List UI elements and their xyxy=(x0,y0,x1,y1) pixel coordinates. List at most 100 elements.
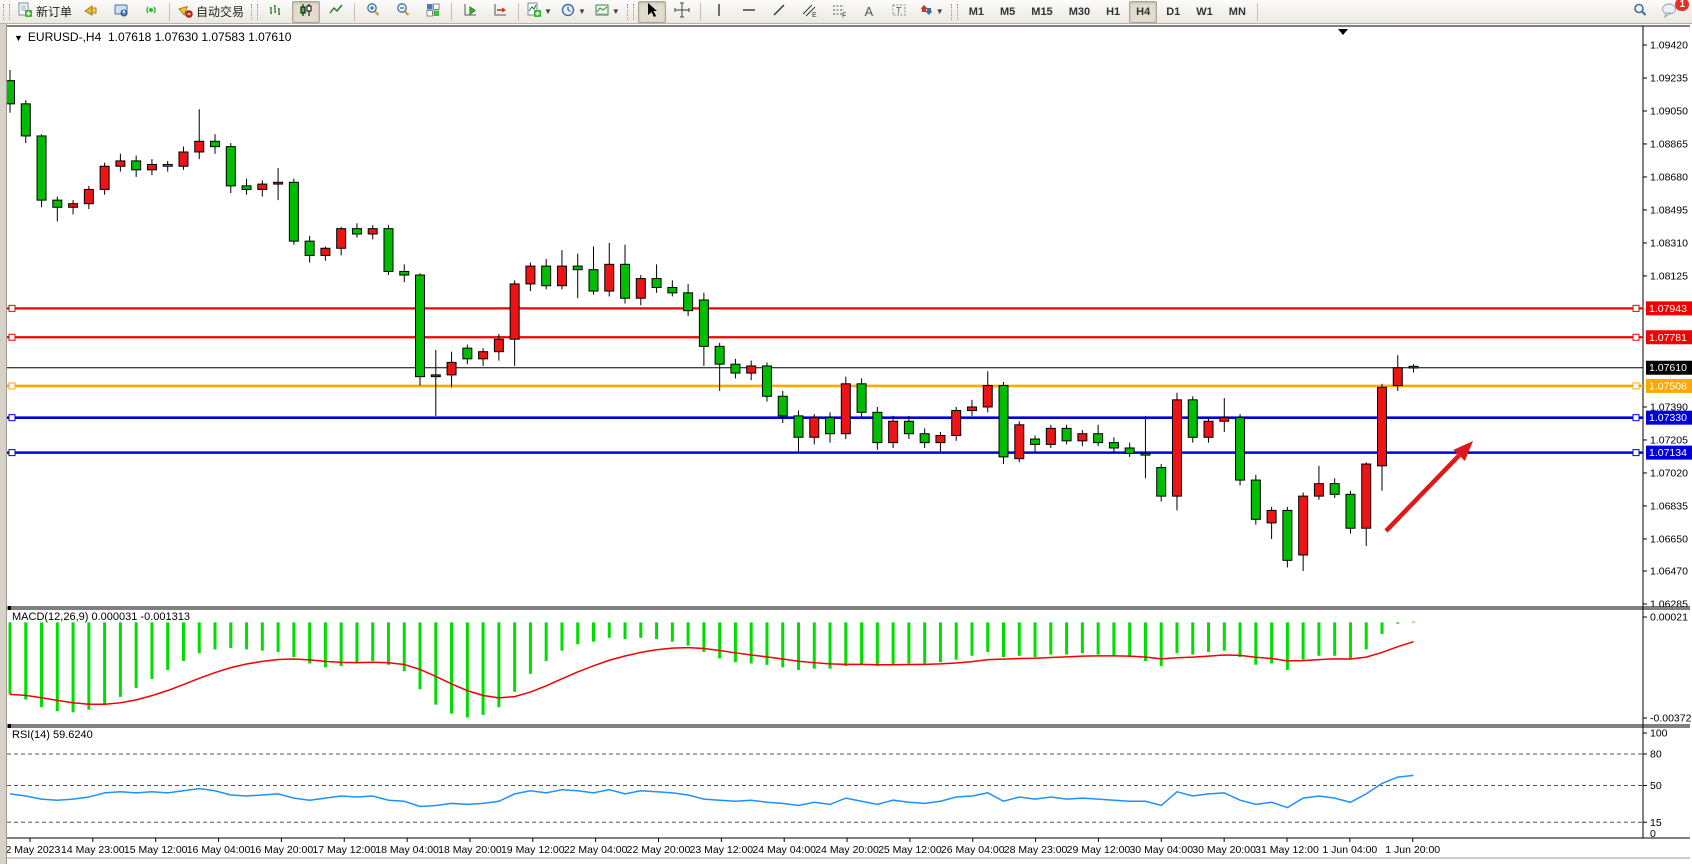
zoom-in-button[interactable] xyxy=(359,1,387,23)
trendline-tool-button[interactable] xyxy=(765,1,793,23)
crosshair-tool-button[interactable] xyxy=(668,1,696,23)
bull-candle xyxy=(146,163,157,171)
auto-trading-label: 自动交易 xyxy=(196,5,245,19)
metaeditor-icon xyxy=(113,2,129,21)
chart-title-symbol: EURUSD-,H4 xyxy=(27,30,102,44)
time-tick-label: 24 May 20:00 xyxy=(815,844,879,856)
toolbar-grip[interactable] xyxy=(950,3,958,20)
tile-windows-button[interactable] xyxy=(419,1,447,23)
bear-candle xyxy=(1235,417,1246,481)
timeframe-button-m5[interactable]: M5 xyxy=(1000,5,1016,18)
annotation-arrow[interactable] xyxy=(1384,453,1461,533)
text-tool-button[interactable]: A xyxy=(855,1,883,23)
timeframe-button-m30[interactable]: M30 xyxy=(1068,5,1091,18)
support-line-1-handle[interactable] xyxy=(8,414,16,422)
zoom-out-button[interactable] xyxy=(389,1,417,23)
support-line-2-handle[interactable] xyxy=(8,449,16,457)
macd-signal-line xyxy=(9,640,1414,706)
bear-candle xyxy=(872,411,883,444)
chart-dropdown-icon[interactable]: ▼ xyxy=(14,33,23,43)
alerts-button[interactable] xyxy=(77,1,105,23)
auto-scroll-button[interactable] xyxy=(456,1,484,23)
cursor-tool-button[interactable] xyxy=(637,0,666,23)
support-line-2-handle[interactable] xyxy=(1632,449,1640,457)
bear-candle xyxy=(903,420,914,435)
price-badge xyxy=(1646,330,1692,345)
separator-grip[interactable] xyxy=(8,724,11,728)
horizontal-line-tool-button[interactable] xyxy=(735,1,763,23)
metaeditor-button[interactable] xyxy=(107,1,135,23)
pivot-line-handle[interactable] xyxy=(1632,382,1640,390)
bear-candle xyxy=(131,160,142,171)
timeframe-button-h4[interactable]: H4 xyxy=(1129,0,1158,23)
bar-chart-type-button[interactable] xyxy=(262,1,290,23)
timeframe-button-mn[interactable]: MN xyxy=(1228,5,1246,18)
dropdown-caret-icon: ▼ xyxy=(577,7,586,16)
bull-candle xyxy=(178,151,189,167)
arrows-tool-button[interactable]: ▼ xyxy=(915,1,947,23)
chart-shift-button[interactable] xyxy=(486,1,514,23)
bear-candle xyxy=(1282,509,1293,561)
bear-candle xyxy=(241,185,252,190)
timeframe-button-d1[interactable]: D1 xyxy=(1166,5,1181,18)
timeframe-button-m15[interactable]: M15 xyxy=(1031,5,1053,18)
candlestick-chart-type-button[interactable] xyxy=(292,0,321,23)
timeframe-button-w1[interactable]: W1 xyxy=(1196,5,1213,18)
resistance-line-2-handle[interactable] xyxy=(8,333,16,341)
vertical-line-tool-button[interactable] xyxy=(705,1,733,23)
annotation-arrow-head[interactable] xyxy=(1453,441,1473,461)
time-axis: 12 May 2023 14 May 23:00 15 May 12:00 16 Ma… xyxy=(0,838,1440,856)
toolbar-grip[interactable] xyxy=(3,3,10,20)
bear-candle xyxy=(210,140,221,148)
rsi-axis-label: 80 xyxy=(1650,749,1662,761)
timeframe-button-m1[interactable]: M1 xyxy=(968,5,984,18)
fibonacci-icon: F xyxy=(831,2,847,21)
new-order-button[interactable]: 新订单 xyxy=(14,1,75,23)
bear-candle xyxy=(825,417,836,435)
bull-candle xyxy=(99,165,110,190)
separator-grip[interactable] xyxy=(8,606,11,610)
signal-button[interactable] xyxy=(137,1,165,23)
price-badge xyxy=(1646,378,1692,393)
resistance-line-1-handle[interactable] xyxy=(1632,304,1640,312)
price-tick-label: 1.08865 xyxy=(1650,138,1688,150)
arrows-icon xyxy=(918,2,934,21)
toolbar-separator xyxy=(699,2,701,21)
label-tool-button[interactable]: T xyxy=(885,1,913,23)
pivot-line-handle[interactable] xyxy=(8,382,16,390)
toolbar-grip[interactable] xyxy=(251,3,259,20)
new-order-label: 新订单 xyxy=(36,5,73,19)
bear-candle xyxy=(1187,399,1198,438)
level-lines[interactable] xyxy=(7,304,1643,457)
support-line-1-handle[interactable] xyxy=(1632,414,1640,422)
resistance-line-1-handle[interactable] xyxy=(8,304,16,312)
toolbar-grip[interactable] xyxy=(626,3,634,20)
resistance-line-2-handle[interactable] xyxy=(1632,333,1640,341)
indicators-button[interactable]: ▼ xyxy=(523,1,555,23)
rsi-axis-label: 15 xyxy=(1650,817,1662,829)
price-tick-label: 1.07020 xyxy=(1650,467,1688,479)
timeframe-group: M1 M5 M15 M30 H1 H4 D1 W1 MN xyxy=(961,0,1254,23)
channel-tool-button[interactable]: E xyxy=(795,1,823,23)
templates-button[interactable]: ▼ xyxy=(591,1,623,23)
notifications-button[interactable]: 1 xyxy=(1656,0,1689,23)
bear-candle xyxy=(162,163,173,167)
bear-candle xyxy=(541,265,552,287)
timeframe-button-h1[interactable]: H1 xyxy=(1106,5,1121,18)
line-chart-type-button[interactable] xyxy=(322,1,350,23)
periods-button[interactable]: ▼ xyxy=(557,1,589,23)
bear-candle xyxy=(1140,452,1151,456)
bear-candle xyxy=(399,270,410,276)
svg-text:T: T xyxy=(896,6,902,16)
bull-candle xyxy=(478,351,489,360)
fibonacci-tool-button[interactable]: F xyxy=(825,1,853,23)
bull-candle xyxy=(273,181,284,185)
price-tick-label: 1.08310 xyxy=(1650,237,1688,249)
auto-trading-button[interactable]: 自动交易 xyxy=(174,1,247,23)
price-tick-label: 1.08680 xyxy=(1650,171,1688,183)
time-tick-label: 14 May 23:00 xyxy=(61,844,125,856)
horizontal-line-icon xyxy=(741,2,757,21)
search-button[interactable] xyxy=(1626,1,1654,23)
